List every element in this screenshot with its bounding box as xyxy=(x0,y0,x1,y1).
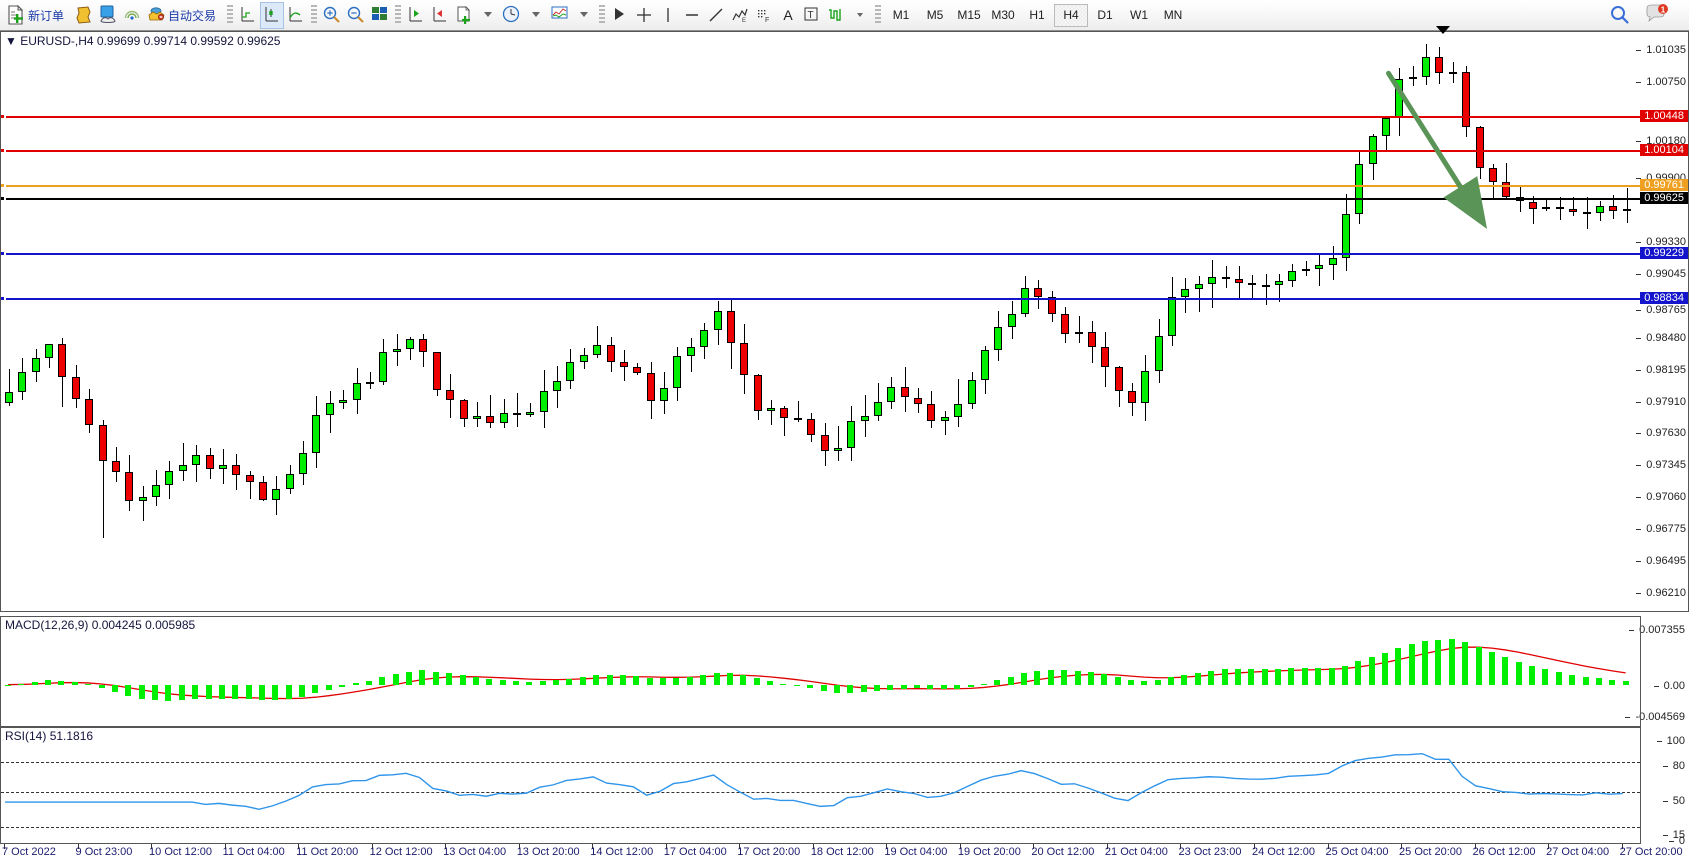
svg-text:E: E xyxy=(742,18,746,24)
svg-text:F: F xyxy=(765,17,769,24)
svg-text:T: T xyxy=(808,10,814,21)
svg-text:1: 1 xyxy=(1661,5,1666,14)
